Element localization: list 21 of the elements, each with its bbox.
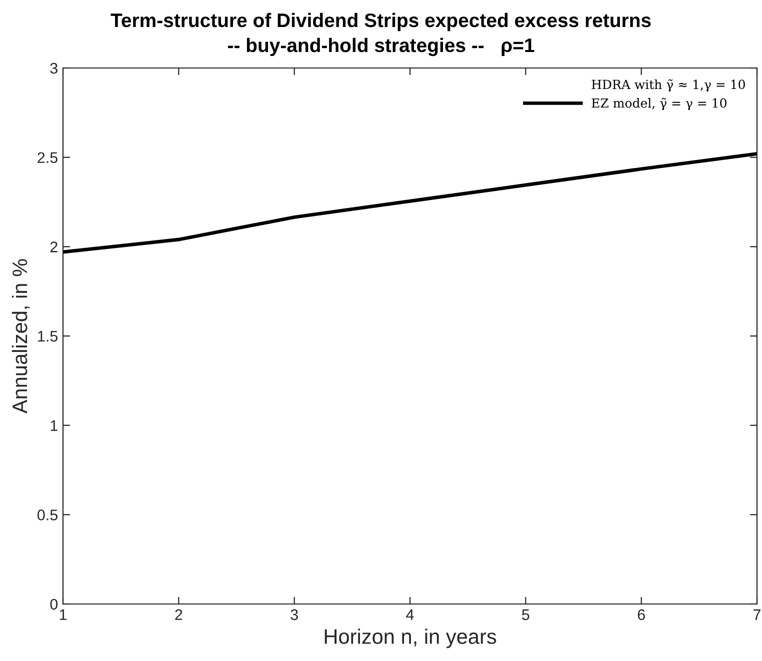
x-axis-title: Horizon n, in years	[324, 628, 496, 648]
y-tick-label: 0	[50, 598, 58, 610]
y-tick-label: 3	[50, 62, 58, 74]
x-tick-label: 3	[290, 609, 298, 620]
legend-label: EZ model, γ̃ = γ = 10	[592, 98, 726, 110]
y-axis-title: Annualized, in %	[12, 259, 30, 414]
x-tick-label: 6	[638, 609, 645, 620]
y-tick-label: 1	[50, 420, 58, 431]
chart-title: Term-structure of Dividend Strips expected excess returns	[110, 12, 651, 32]
y-tick-label: 1.5	[38, 331, 58, 342]
line-series	[63, 152, 757, 254]
text: HDRA with γ̃ ≈ 1,γ = 10	[592, 79, 745, 92]
y-tick-label: 2	[50, 242, 58, 252]
x-tick-label: 5	[522, 609, 530, 620]
x-tick-label: 1	[60, 609, 67, 620]
y-tick-label: 0.5	[38, 510, 58, 520]
y-tick-label: 2.5	[38, 152, 58, 164]
x-tick-label: 2	[175, 609, 182, 620]
x-tick-label: 7	[754, 609, 760, 620]
chart-subtitle: -- buy-and-hold strategies -- ρ=1	[228, 38, 534, 56]
x-tick-label: 4	[406, 609, 414, 620]
